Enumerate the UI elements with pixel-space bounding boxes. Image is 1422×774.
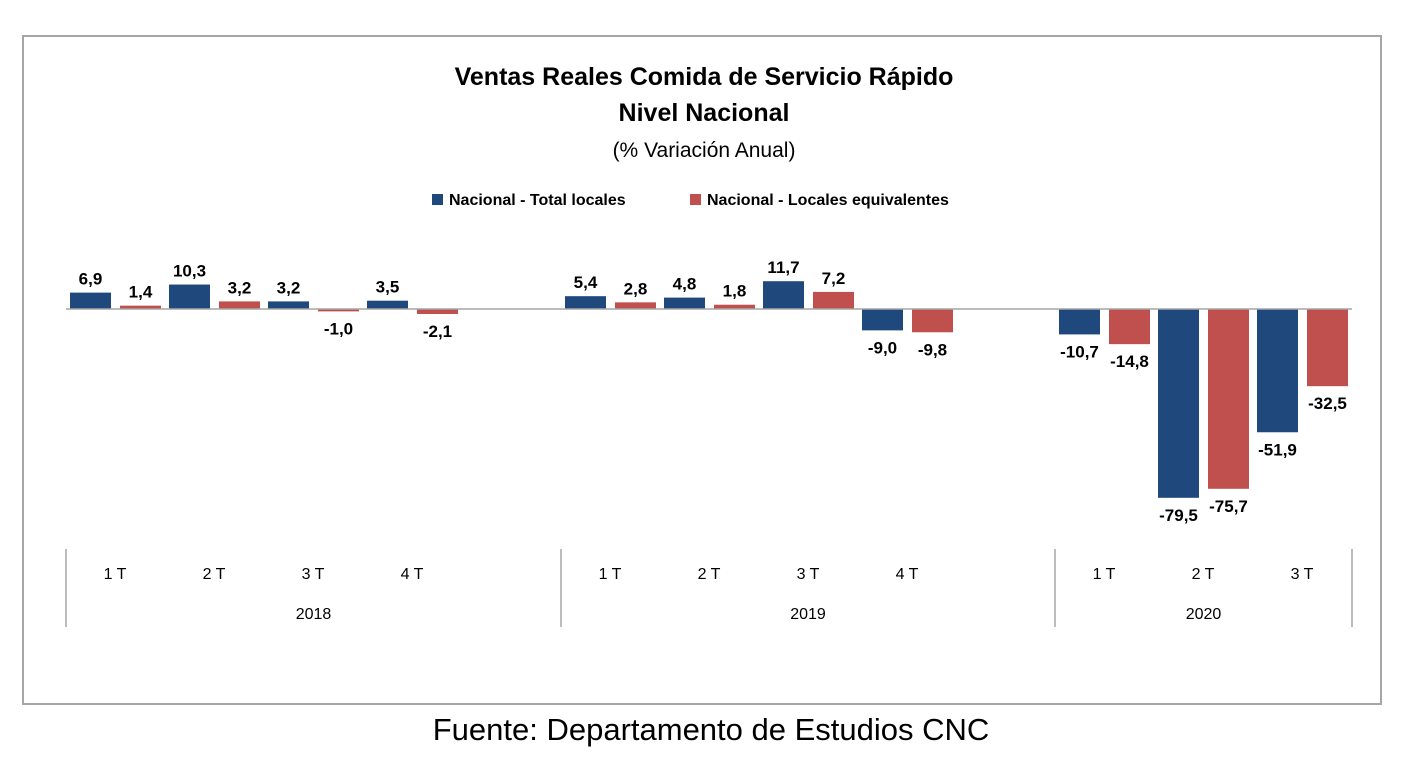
chart-frame: Ventas Reales Comida de Servicio Rápido … — [22, 35, 1382, 705]
legend-label-1: Nacional - Locales equivalentes — [707, 192, 949, 209]
quarter-tick-2019-2: 2 T — [698, 566, 721, 583]
data-label-equivalentes-2018-2: 3,2 — [228, 278, 252, 297]
bar-total-2019-2 — [664, 297, 705, 309]
bar-equivalentes-2020-1 — [1109, 309, 1150, 345]
year-tick-2019: 2019 — [790, 606, 826, 623]
data-label-total-2019-3: 11,7 — [767, 258, 799, 277]
bar-equivalentes-2018-3 — [318, 309, 359, 312]
data-labels-layer: 6,9 1,4 10,3 3,2 3,2 -1,0 3,5 -2,1 5,4 2,8 4,8 1,8 1… — [79, 258, 1347, 525]
bar-total-2020-1 — [1059, 309, 1100, 335]
quarter-tick-2018-1: 1 T — [104, 566, 127, 583]
data-label-equivalentes-2019-4: -9,8 — [918, 340, 947, 359]
bars-layer — [70, 281, 1348, 498]
bar-total-2018-3 — [268, 301, 309, 309]
data-label-total-2019-1: 5,4 — [574, 273, 598, 292]
data-label-total-2020-2: -79,5 — [1159, 506, 1198, 525]
data-label-equivalentes-2018-3: -1,0 — [324, 319, 353, 338]
bar-equivalentes-2019-4 — [912, 309, 953, 333]
data-label-equivalentes-2018-1: 1,4 — [129, 283, 153, 302]
data-label-equivalentes-2020-2: -75,7 — [1209, 497, 1248, 516]
year-tick-2018: 2018 — [296, 606, 332, 623]
quarter-tick-2018-2: 2 T — [203, 566, 226, 583]
legend-swatch-1 — [690, 194, 701, 205]
bar-equivalentes-2018-4 — [417, 309, 458, 314]
bar-total-2020-2 — [1158, 309, 1199, 498]
quarter-tick-2020-3: 3 T — [1291, 566, 1314, 583]
data-label-total-2019-4: -9,0 — [868, 338, 897, 357]
data-label-total-2020-3: -51,9 — [1258, 440, 1297, 459]
bar-equivalentes-2020-2 — [1208, 309, 1249, 489]
bar-total-2018-1 — [70, 292, 111, 309]
bar-total-2019-4 — [862, 309, 903, 331]
bar-equivalentes-2019-1 — [615, 302, 656, 309]
chart-title: Ventas Reales Comida de Servicio Rápido — [455, 63, 954, 91]
bar-total-2019-1 — [565, 296, 606, 309]
year-tick-2020: 2020 — [1186, 606, 1222, 623]
quarter-tick-2019-4: 4 T — [896, 566, 919, 583]
legend: Nacional - Total locales Nacional - Local… — [432, 192, 949, 209]
quarter-tick-2018-4: 4 T — [401, 566, 424, 583]
quarter-tick-2019-3: 3 T — [797, 566, 820, 583]
quarter-tick-2020-1: 1 T — [1093, 566, 1116, 583]
data-label-equivalentes-2020-1: -14,8 — [1110, 352, 1149, 371]
bar-equivalentes-2020-3 — [1307, 309, 1348, 387]
data-label-equivalentes-2020-3: -32,5 — [1308, 394, 1347, 413]
legend-label-0: Nacional - Total locales — [449, 192, 626, 209]
data-label-total-2020-1: -10,7 — [1060, 342, 1099, 361]
legend-swatch-0 — [432, 194, 443, 205]
quarter-tick-2020-2: 2 T — [1192, 566, 1215, 583]
bar-equivalentes-2018-1 — [120, 305, 161, 309]
bar-total-2018-2 — [169, 284, 210, 309]
data-label-equivalentes-2019-2: 1,8 — [723, 282, 747, 301]
chart-title-line2: Nivel Nacional — [619, 99, 790, 127]
data-label-total-2018-1: 6,9 — [79, 270, 103, 289]
bar-equivalentes-2019-3 — [813, 291, 854, 309]
data-label-total-2019-2: 4,8 — [673, 275, 697, 294]
bar-equivalentes-2018-2 — [219, 301, 260, 309]
bar-total-2019-3 — [763, 281, 804, 309]
data-label-total-2018-4: 3,5 — [376, 278, 400, 297]
quarter-tick-2019-1: 1 T — [599, 566, 622, 583]
data-label-total-2018-2: 10,3 — [173, 262, 206, 281]
bar-total-2020-3 — [1257, 309, 1298, 433]
category-axis: 1 T 2 T 3 T 4 T 2018 1 T 2 T 3 T 4 T 2019 1 T 2 T 3 … — [65, 549, 1353, 627]
data-label-equivalentes-2019-1: 2,8 — [624, 279, 648, 298]
data-label-total-2018-3: 3,2 — [277, 278, 301, 297]
data-label-equivalentes-2019-3: 7,2 — [822, 269, 846, 288]
bar-equivalentes-2019-2 — [714, 304, 755, 309]
source-note: Fuente: Departamento de Estudios CNC — [432, 712, 990, 747]
chart-svg: Ventas Reales Comida de Servicio Rápido … — [65, 63, 1353, 627]
chart-subtitle: (% Variación Anual) — [613, 139, 796, 162]
quarter-tick-2018-3: 3 T — [302, 566, 325, 583]
bar-total-2018-4 — [367, 300, 408, 309]
data-label-equivalentes-2018-4: -2,1 — [423, 322, 452, 341]
